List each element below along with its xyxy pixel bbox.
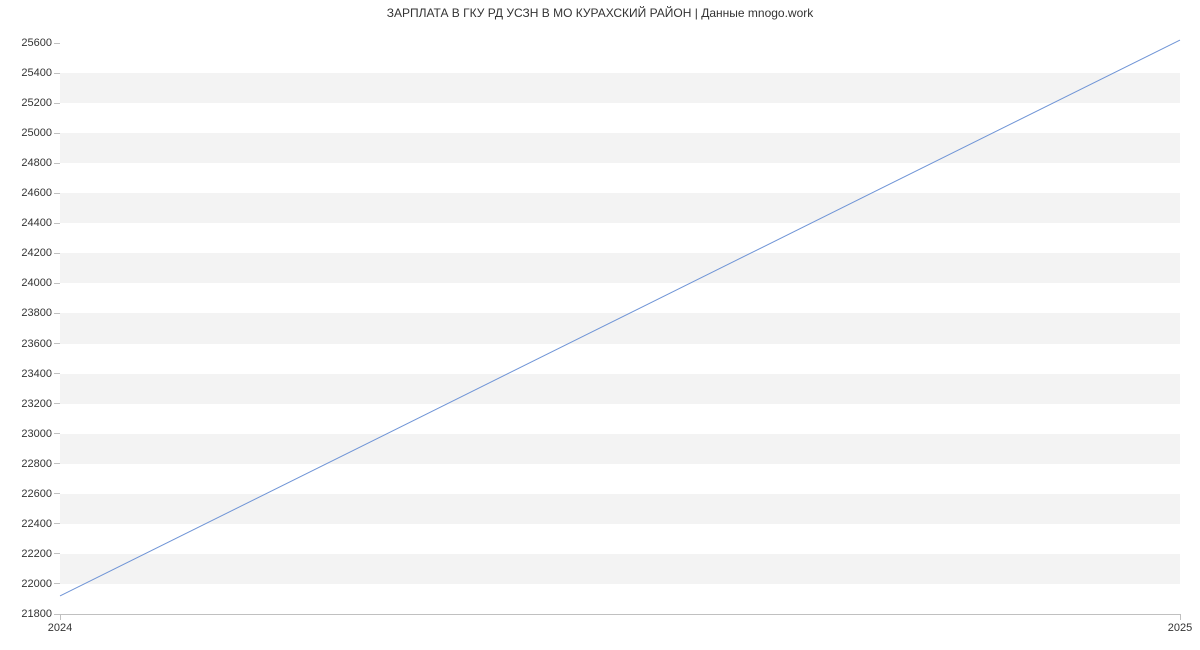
y-tick	[54, 523, 60, 524]
y-tick-label: 25200	[21, 97, 52, 109]
chart-title: ЗАРПЛАТА В ГКУ РД УСЗН В МО КУРАХСКИЙ РА…	[0, 6, 1200, 20]
y-tick-label: 21800	[21, 608, 52, 620]
y-tick	[54, 193, 60, 194]
y-tick	[54, 163, 60, 164]
y-tick-label: 24600	[21, 187, 52, 199]
series-line-salary	[60, 40, 1180, 596]
y-tick-label: 22600	[21, 488, 52, 500]
y-tick-label: 23400	[21, 368, 52, 380]
y-tick	[54, 103, 60, 104]
y-tick-label: 22800	[21, 458, 52, 470]
y-tick	[54, 403, 60, 404]
line-layer	[60, 28, 1180, 614]
y-tick-label: 25000	[21, 127, 52, 139]
x-tick-label: 2025	[1168, 622, 1192, 634]
y-tick	[54, 43, 60, 44]
y-tick-label: 24000	[21, 277, 52, 289]
y-tick	[54, 463, 60, 464]
y-tick	[54, 253, 60, 254]
y-tick-label: 22000	[21, 578, 52, 590]
y-tick-label: 23800	[21, 307, 52, 319]
plot-area: 2180022000222002240022600228002300023200…	[60, 28, 1180, 614]
y-tick	[54, 223, 60, 224]
y-tick-label: 25600	[21, 37, 52, 49]
y-tick-label: 24400	[21, 217, 52, 229]
y-tick	[54, 73, 60, 74]
y-tick	[54, 343, 60, 344]
chart-container: ЗАРПЛАТА В ГКУ РД УСЗН В МО КУРАХСКИЙ РА…	[0, 0, 1200, 650]
y-tick-label: 23600	[21, 338, 52, 350]
y-tick-label: 22400	[21, 518, 52, 530]
y-tick	[54, 583, 60, 584]
y-tick	[54, 553, 60, 554]
y-tick-label: 23200	[21, 398, 52, 410]
y-tick-label: 24800	[21, 157, 52, 169]
x-tick	[60, 614, 61, 620]
x-axis-line	[60, 614, 1180, 615]
x-tick	[1180, 614, 1181, 620]
y-tick	[54, 493, 60, 494]
y-tick-label: 24200	[21, 247, 52, 259]
y-tick	[54, 133, 60, 134]
y-tick-label: 22200	[21, 548, 52, 560]
y-tick-label: 25400	[21, 67, 52, 79]
y-tick	[54, 373, 60, 374]
y-tick	[54, 313, 60, 314]
y-tick	[54, 283, 60, 284]
y-tick	[54, 433, 60, 434]
y-tick-label: 23000	[21, 428, 52, 440]
x-tick-label: 2024	[48, 622, 72, 634]
